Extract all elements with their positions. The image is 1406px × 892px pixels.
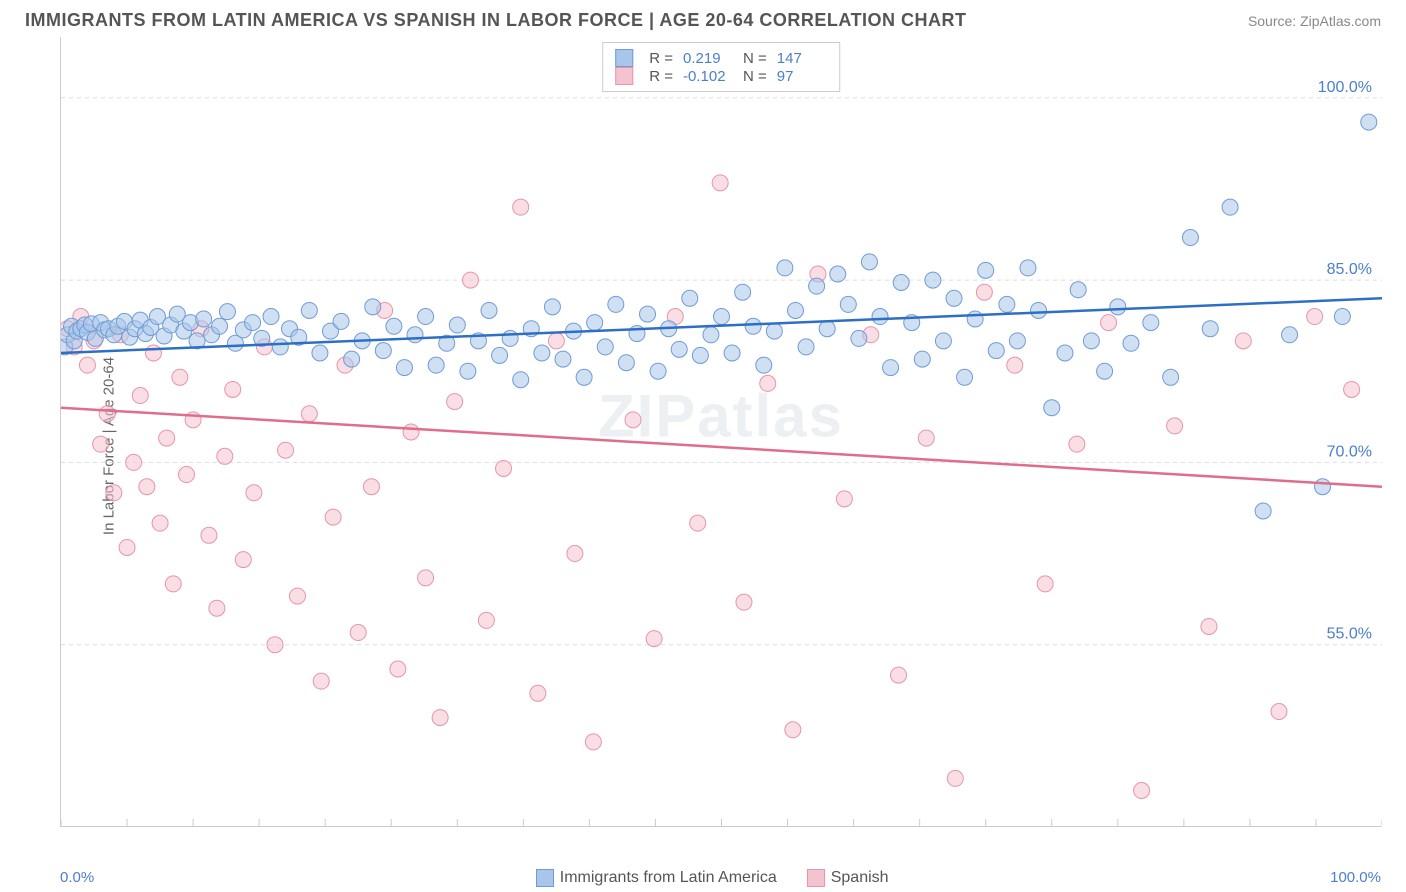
swatch-series2 <box>615 67 633 85</box>
svg-text:85.0%: 85.0% <box>1327 261 1372 278</box>
x-min-label: 0.0% <box>60 869 94 886</box>
n-label-1: N = <box>743 50 767 67</box>
r-label-1: R = <box>649 50 673 67</box>
svg-text:70.0%: 70.0% <box>1327 443 1372 460</box>
scatter-chart: 100.0% 85.0% 70.0% 55.0% <box>61 37 1382 827</box>
n-label-2: N = <box>743 68 767 85</box>
legend-row-2: R = -0.102 N = 97 <box>615 67 827 85</box>
legend-series: Immigrants from Latin America Spanish <box>536 869 889 887</box>
chart-title: IMMIGRANTS FROM LATIN AMERICA VS SPANISH… <box>25 10 967 31</box>
legend-row-1: R = 0.219 N = 147 <box>615 49 827 67</box>
source-site: ZipAtlas.com <box>1300 13 1381 29</box>
svg-text:100.0%: 100.0% <box>1318 79 1372 96</box>
swatch-series2-b <box>807 869 825 887</box>
n-value-1: 147 <box>777 50 827 67</box>
legend-item-2: Spanish <box>807 869 889 887</box>
svg-text:55.0%: 55.0% <box>1327 626 1372 643</box>
swatch-series1 <box>615 49 633 67</box>
legend-correlation: R = 0.219 N = 147 R = -0.102 N = 97 <box>602 42 840 92</box>
r-value-1: 0.219 <box>683 50 733 67</box>
n-value-2: 97 <box>777 68 827 85</box>
x-max-label: 100.0% <box>1330 869 1381 886</box>
source-prefix: Source: <box>1248 13 1300 29</box>
legend-item-1: Immigrants from Latin America <box>536 869 777 887</box>
source-label: Source: ZipAtlas.com <box>1248 13 1381 29</box>
legend-label-1: Immigrants from Latin America <box>560 869 777 886</box>
swatch-series1-b <box>536 869 554 887</box>
r-value-2: -0.102 <box>683 68 733 85</box>
chart-area: ZIPatlas 100.0%85.0%70.0%55.0% R = 0.219… <box>60 37 1381 827</box>
x-axis-row: 0.0% Immigrants from Latin America Spani… <box>60 869 1381 887</box>
legend-label-2: Spanish <box>831 869 889 886</box>
r-label-2: R = <box>649 68 673 85</box>
